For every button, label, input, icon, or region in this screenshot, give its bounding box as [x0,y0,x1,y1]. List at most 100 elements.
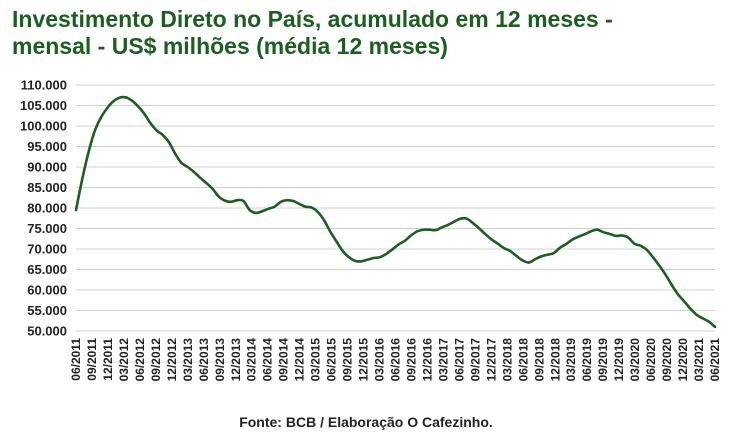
x-tick-label: 03/2020 [628,338,642,382]
data-point [255,212,257,214]
data-point [701,317,704,319]
data-point [100,117,102,119]
data-point [125,96,127,98]
data-point [366,259,369,261]
data-point [491,238,493,241]
data-point [87,152,90,154]
x-tick-label: 12/2012 [165,338,179,382]
data-point [540,255,542,257]
x-tick-label: 03/2012 [117,338,131,382]
x-tick-label: 03/2019 [564,338,578,382]
data-point [615,235,617,237]
data-point [528,261,530,264]
x-tick-label: 03/2015 [309,338,323,382]
data-point [646,249,648,251]
x-tick-label: 03/2018 [500,338,514,382]
y-tick-label: 85.000 [27,180,67,195]
data-point [335,241,338,243]
data-point [81,178,83,180]
data-point [280,201,282,203]
data-point [472,222,474,224]
y-tick-label: 65.000 [27,262,67,277]
x-tick-label: 06/2015 [325,338,339,382]
x-tick-label: 03/2014 [245,338,259,382]
data-point [608,233,611,235]
data-point [460,218,462,220]
data-point [664,273,666,276]
data-point [447,224,449,226]
data-point [354,260,356,262]
x-tick-label: 09/2012 [149,338,163,382]
gridlines [76,84,715,332]
data-point [205,182,207,184]
y-tick-label: 95.000 [27,139,67,154]
data-point [658,264,660,266]
y-tick-label: 75.000 [27,221,67,236]
data-point [652,256,654,258]
y-axis-tick-labels: 50.000 55.000 60.000 65.000 70.000 75.000 80.0… [20,78,67,339]
x-tick-label: 09/2013 [213,338,227,382]
data-point [404,240,406,242]
data-point [391,248,393,251]
x-tick-label: 03/2013 [181,338,195,382]
x-tick-label: 12/2019 [612,338,626,382]
x-axis-tick-labels: 06/2011 09/2011 12/2011 03/2012 06/2012 09/20… [69,338,722,382]
y-tick-label: 70.000 [27,242,67,257]
series-line [74,95,717,329]
data-point [509,250,511,252]
data-point [670,284,673,286]
data-point [317,211,319,213]
data-point [590,230,592,232]
data-point [304,206,307,208]
data-point [168,141,170,143]
data-point [577,236,580,238]
x-tick-label: 12/2016 [420,338,434,382]
data-point [75,209,77,211]
y-tick-label: 100.000 [20,119,67,134]
x-tick-label: 12/2011 [101,338,115,381]
data-point [323,219,325,221]
data-point [534,258,536,260]
data-point [156,129,158,132]
x-tick-label: 06/2017 [452,338,466,382]
data-point [311,206,313,209]
data-point [633,243,635,245]
data-point [546,254,549,256]
y-tick-label: 50.000 [27,324,67,339]
data-point [621,234,623,237]
data-point [273,206,276,208]
data-point [298,203,300,205]
data-point [435,229,437,231]
data-point [94,130,96,132]
data-point [211,188,214,190]
data-point [695,314,697,316]
x-tick-label: 03/2021 [692,338,706,382]
source-note: Fonte: BCB / Elaboração O Cafezinho. [239,414,493,430]
x-tick-label: 06/2011 [69,338,83,381]
x-tick-label: 09/2019 [596,338,610,382]
x-tick-label: 06/2018 [516,338,530,382]
line-chart: 50.000 55.000 60.000 65.000 70.000 75.000 80.0… [20,78,722,382]
data-point [149,122,152,124]
x-tick-label: 09/2017 [468,338,482,382]
x-tick-label: 06/2014 [261,338,275,382]
x-tick-label: 09/2015 [341,338,355,382]
data-point [218,195,220,198]
data-point [708,320,710,323]
data-point [627,236,629,239]
data-point [410,234,412,237]
chart-title-line-1: Investimento Direto no País, acumulado e… [12,6,613,32]
data-point [497,243,499,245]
data-point [174,153,176,155]
data-point [714,326,716,328]
chart-title: Investimento Direto no País, acumulado e… [12,6,724,60]
data-point [565,243,567,245]
data-point [106,107,108,109]
x-tick-label: 09/2020 [660,338,674,382]
data-point [193,171,195,173]
data-point [602,231,604,233]
data-point [515,255,518,257]
data-point [348,256,350,258]
data-point [292,200,294,202]
data-point [187,166,189,168]
